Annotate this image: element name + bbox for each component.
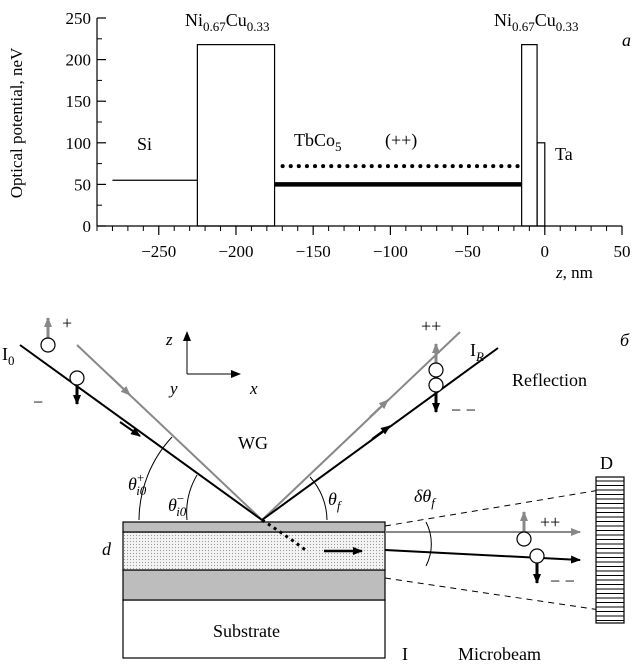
panel-a: 0 50 100 150 200 250 −250 −200 −150 −100 −50 0 50 Op… — [7, 9, 631, 282]
microbeam-minus — [384, 549, 581, 564]
incident-beam-plus — [76, 344, 263, 521]
y-tick-label: 250 — [66, 9, 92, 28]
spin-marker-microbeam-minus — [529, 548, 545, 564]
panel-letter-a: a — [622, 30, 631, 50]
reflected-beam-plus — [261, 331, 461, 521]
refracted-path — [261, 518, 309, 554]
label-nicu-left: Ni0.67Cu0.33 — [185, 10, 270, 34]
label-tbco: TbCo5 — [294, 130, 342, 154]
reflected-arrow-minus — [371, 425, 391, 440]
nicu-barrier-left — [196, 44, 276, 227]
x-tick-label: −150 — [296, 242, 331, 261]
arc-theta-f — [309, 476, 328, 521]
label-substrate: Substrate — [213, 621, 280, 641]
coord-x-label: x — [249, 379, 258, 398]
x-tick-label: −50 — [454, 242, 481, 261]
reflected-arrow-plus — [369, 399, 389, 418]
spin-marker-microbeam-plus — [516, 531, 532, 547]
label-microbeam: Microbeam — [458, 644, 541, 664]
label-theta-minus: θ− i0 — [168, 491, 187, 519]
incident-beam-minus — [19, 344, 263, 521]
label-i0: I0 — [2, 344, 15, 368]
label-delta-theta: δθf — [414, 486, 437, 510]
label-ta: Ta — [555, 144, 573, 164]
y-tick-label: 200 — [66, 51, 92, 70]
x-tick-label: −100 — [373, 242, 408, 261]
label-plusplus: (++) — [385, 130, 417, 151]
arc-theta-minus — [186, 474, 198, 521]
label-nicu-right: Ni0.67Cu0.33 — [494, 10, 579, 34]
label-plusplus-reflected: ++ — [421, 316, 441, 336]
arc-theta-plus — [138, 436, 173, 521]
label-I: I — [402, 644, 408, 664]
spin-marker-incident-minus — [69, 370, 85, 386]
detector-frame — [595, 476, 625, 624]
y-tick-label: 150 — [66, 92, 92, 111]
divergence-lower — [384, 577, 601, 611]
x-tick-label: 0 — [541, 242, 550, 261]
label-minusminus-microbeam: − − — [550, 571, 575, 591]
label-detector: D — [600, 453, 613, 473]
potential-profile — [112, 44, 546, 227]
label-minusminus-reflected: − − — [451, 400, 476, 420]
label-minus: − — [33, 392, 43, 412]
panel-letter-b: б — [620, 330, 630, 350]
y-axis-label: Optical potential, neV — [7, 47, 26, 198]
x-tick-label: −250 — [141, 242, 176, 261]
y-tick-label: 0 — [83, 217, 92, 236]
label-theta-plus: θ+ i0 — [128, 470, 147, 498]
coord-y-label: y — [168, 379, 178, 398]
label-theta-f: θf — [328, 489, 343, 513]
ta-layer — [536, 142, 546, 227]
bottom-layer — [122, 569, 386, 601]
spin-marker-reflected-plus — [428, 362, 444, 378]
x-tick-label: 50 — [614, 242, 631, 261]
spin-marker-reflected-minus — [428, 377, 444, 393]
nicu-barrier-right — [521, 44, 538, 227]
x-axis-label: z, nm — [555, 263, 593, 282]
y-tick-label: 100 — [66, 134, 92, 153]
label-ir: IR — [470, 340, 484, 364]
arc-delta-theta — [425, 521, 432, 567]
spin-marker-incident-plus — [40, 337, 56, 353]
label-si: Si — [137, 134, 152, 154]
top-layer — [122, 521, 386, 533]
label-plusplus-microbeam: ++ — [540, 512, 560, 532]
x-tick-label: −200 — [218, 242, 253, 261]
divergence-upper — [384, 489, 601, 527]
incident-arrow-plus — [109, 375, 131, 396]
panel-b: б z y x Substrate d WG θ+ i0 — [2, 313, 630, 664]
label-plus: + — [62, 313, 72, 333]
label-wg: WG — [238, 433, 268, 453]
axis-ticks: 0 50 100 150 200 250 −250 −200 −150 −100 −50 0 50 — [66, 9, 631, 261]
detector — [595, 476, 625, 624]
coord-z-label: z — [165, 330, 173, 349]
label-d: d — [102, 539, 112, 559]
y-tick-label: 50 — [74, 175, 91, 194]
label-reflection: Reflection — [512, 370, 587, 390]
substrate — [122, 599, 386, 659]
incident-arrow-minus — [119, 421, 141, 437]
